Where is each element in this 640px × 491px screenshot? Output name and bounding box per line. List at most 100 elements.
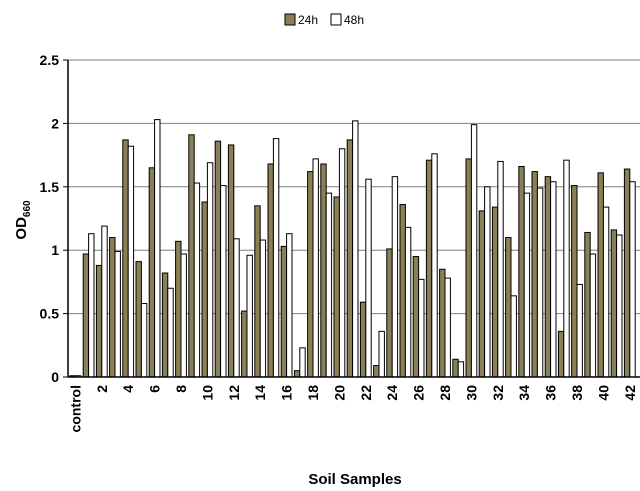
- bar-24h-7: [161, 272, 169, 378]
- bar-48h-12: [233, 238, 240, 378]
- bar-24h-32: [491, 206, 499, 378]
- x-tick-label: 8: [173, 385, 189, 393]
- bar-24h-39: [584, 231, 591, 378]
- bar-24h-11: [214, 140, 222, 378]
- x-tick-label: 38: [569, 385, 585, 401]
- bar-24h-24: [386, 248, 393, 378]
- bar-48h-36: [550, 181, 557, 378]
- y-tick-label: 2: [51, 115, 59, 131]
- bar-48h-40: [602, 206, 610, 378]
- bar-48h-13: [246, 254, 253, 378]
- bar-48h-37: [563, 159, 570, 378]
- bar-24h-10: [201, 201, 208, 378]
- bar-24h-12: [227, 144, 235, 378]
- y-tick-label: 1: [51, 242, 59, 258]
- bar-24h-17: [293, 370, 301, 378]
- legend: 24h 48h: [284, 13, 364, 27]
- bar-24h-2: [95, 264, 103, 378]
- bar-24h-35: [531, 171, 538, 378]
- x-tick-label: 12: [226, 385, 242, 401]
- bar-24h-31: [478, 210, 486, 378]
- bar-48h-11: [220, 185, 227, 378]
- bar-48h-4: [127, 145, 135, 378]
- bar-24h-26: [412, 256, 420, 378]
- x-tick-label: 20: [331, 385, 347, 401]
- bar-48h-19: [325, 192, 333, 378]
- bar-24h-28: [439, 268, 446, 378]
- legend-label-48h: 48h: [344, 13, 364, 27]
- x-tick-label: 40: [595, 385, 611, 401]
- bar-48h-24: [391, 176, 399, 378]
- bar-48h-3: [114, 250, 121, 378]
- y-axis-title-main: OD: [13, 217, 30, 240]
- x-tick-label: 32: [490, 385, 506, 401]
- bar-24h-40: [597, 172, 604, 378]
- bar-24h-27: [425, 159, 433, 378]
- x-tick-label: 6: [147, 385, 163, 393]
- bar-48h-16: [286, 233, 293, 378]
- bar-48h-35: [536, 187, 544, 378]
- bar-48h-32: [497, 160, 504, 378]
- bar-48h-39: [589, 253, 597, 378]
- bar-48h-31: [484, 186, 491, 378]
- bar-48h-29: [457, 361, 465, 378]
- x-tick-label: 30: [463, 385, 479, 401]
- bar-48h-38: [576, 283, 583, 378]
- bar-24h-41: [610, 229, 618, 378]
- axes: [63, 59, 640, 378]
- y-axis-title-subscript: 660: [22, 200, 33, 217]
- bar-48h-30: [470, 124, 478, 378]
- bar-24h-21: [346, 139, 354, 378]
- y-tick-label: 0: [51, 369, 59, 385]
- bar-48h-5: [140, 302, 148, 378]
- legend-swatch-48h: [330, 13, 342, 26]
- bar-48h-21: [352, 120, 359, 378]
- x-tick-label: 36: [543, 385, 559, 401]
- bar-48h-18: [312, 158, 319, 378]
- y-tick-label: 1.5: [40, 179, 60, 195]
- x-tick-label: 16: [279, 385, 295, 401]
- y-tick-label: 0.5: [40, 306, 60, 322]
- x-tick-label: 10: [199, 385, 215, 401]
- bar-48h-22: [365, 178, 372, 378]
- bar-48h-10: [206, 162, 214, 378]
- bar-48h-23: [378, 330, 385, 378]
- bar-48h-14: [259, 239, 267, 378]
- bar-24h-1: [82, 253, 90, 378]
- bar-24h-16: [280, 245, 288, 378]
- bar-48h-2: [101, 225, 108, 378]
- bars: [69, 119, 636, 378]
- x-tick-label: 4: [120, 385, 136, 393]
- x-tick-label: 26: [411, 385, 427, 401]
- bar-24h-15: [267, 163, 274, 378]
- x-tick-label: 14: [252, 385, 268, 401]
- x-tick-label: 34: [516, 385, 532, 401]
- bar-24h-3: [109, 237, 116, 378]
- bar-48h-15: [272, 138, 280, 378]
- bar-24h-8: [175, 240, 182, 378]
- bar-24h-5: [135, 261, 142, 378]
- bar-24h-29: [452, 358, 459, 378]
- y-tick-labels: 0 0.5 1 1.5 2 2.5: [40, 52, 60, 385]
- x-tick-label: 24: [384, 385, 400, 401]
- bar-24h-34: [518, 166, 525, 378]
- y-tick-label: 2.5: [40, 52, 60, 68]
- x-tick-label: 2: [94, 385, 110, 393]
- bar-24h-22: [359, 301, 367, 378]
- x-tick-label: control: [67, 385, 83, 432]
- bar-48h-8: [180, 253, 187, 378]
- bar-48h-28: [444, 277, 451, 378]
- bar-48h-9: [193, 182, 201, 378]
- bar-24h-23: [373, 365, 380, 378]
- bar-24h-30: [465, 158, 472, 378]
- bar-24h-14: [254, 205, 261, 378]
- bar-48h-6: [154, 119, 161, 378]
- bar-48h-42: [629, 181, 636, 378]
- bar-24h-18: [307, 171, 314, 378]
- bar-24h-9: [188, 134, 195, 378]
- x-tick-label: 42: [622, 385, 638, 401]
- bar-48h-41: [616, 234, 623, 378]
- legend-label-24h: 24h: [298, 13, 318, 27]
- bar-24h-4: [122, 139, 129, 378]
